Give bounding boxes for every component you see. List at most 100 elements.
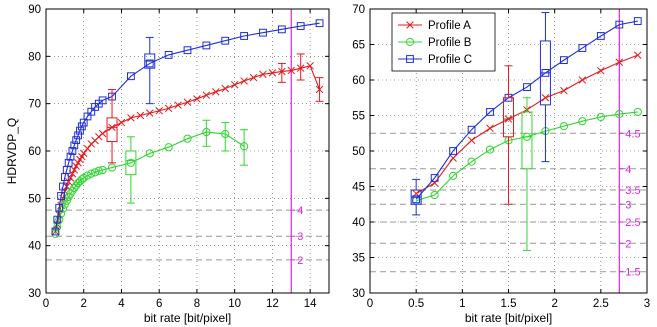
data-point [406,21,414,29]
data-point [277,25,286,34]
series-line [54,22,320,232]
data-point [449,154,457,162]
y-tick-label: 55 [352,111,365,123]
x-tick-label: 1.5 [501,298,517,310]
data-point [559,122,569,131]
data-point [164,104,173,113]
x-tick-label: 4 [118,298,125,310]
y-tick-label: 60 [28,146,41,158]
data-point [633,107,642,117]
data-point [51,227,60,236]
data-point [136,111,145,120]
legend-label: Profile A [428,20,471,32]
x-tick-label: 0.5 [408,298,424,310]
y-tick-label: 60 [352,75,365,87]
x-tick-label: 2 [81,298,87,310]
data-point [90,168,100,177]
data-point [249,73,258,82]
y-tick-label: 70 [352,4,365,16]
data-point [578,76,587,84]
data-point [221,84,229,93]
data-point [62,196,71,205]
data-point [66,152,75,161]
y-tick-label: 40 [352,217,365,229]
data-point [98,129,107,138]
x-tick-label: 12 [266,298,279,310]
data-point [77,175,86,184]
data-point [94,166,103,175]
reference-tick-label: 4.5 [625,128,640,140]
data-point [315,19,324,28]
data-point [523,83,531,91]
data-point [287,66,296,75]
data-point [596,32,605,40]
data-point [578,117,587,126]
data-point [202,91,211,99]
data-point [221,36,230,45]
data-point [183,134,192,143]
y-axis-label: HDRVDP_Q [5,118,19,184]
reference-tick-label: 3 [625,199,631,211]
y-tick-label: 30 [28,288,41,300]
x-tick-label: 6 [156,298,162,310]
data-point [578,44,587,52]
data-point [541,93,550,102]
data-point [155,107,163,115]
data-point [412,195,421,204]
data-point [405,37,415,47]
data-point [127,114,135,122]
data-point [164,143,173,152]
data-point [76,126,84,135]
data-point [212,88,220,96]
data-point [83,144,92,153]
data-point [74,131,82,140]
data-point [633,17,642,25]
reference-tick-label: 2 [625,238,631,250]
data-point [259,28,267,37]
reference-tick-label: 3 [297,231,303,243]
data-point [72,136,81,145]
right-chart-panel: 1.5 2 2.5 3 3.5 4 4.5 0 0.5 1 1.5 2 2.5 3 30 35 40 45 50 55… [352,4,650,325]
data-point [486,108,494,116]
y-tick-label: 50 [28,193,41,205]
x-axis-label: bit rate [bit/pixel] [144,311,231,325]
data-point [145,149,154,158]
data-point [467,136,476,145]
data-point [597,67,605,75]
data-point [467,157,476,166]
x-tick-label: 0 [367,298,373,310]
data-point [107,163,117,172]
data-point [596,112,605,122]
legend: Profile A Profile B Profile C [391,12,496,72]
data-point [55,203,64,212]
data-point [430,190,439,200]
data-point [560,56,568,65]
box [125,150,137,176]
data-point [430,174,439,182]
legend-label: Profile C [428,54,472,66]
data-point [98,96,107,105]
y-tick-label: 65 [352,40,365,52]
data-point [70,166,79,174]
box [106,117,118,143]
data-point [53,215,62,224]
data-point [183,46,192,55]
data-point [59,182,67,191]
reference-tick-label: 2.5 [625,217,640,229]
y-tick-label: 45 [352,182,365,194]
y-tick-label: 35 [352,253,365,265]
data-point [79,149,88,158]
x-axis-label: bit rate [bit/pixel] [465,311,552,325]
data-point [268,69,277,77]
data-point [98,165,107,175]
plot-area [46,9,329,293]
data-point [174,101,182,109]
data-point [57,192,65,200]
data-point [64,158,73,167]
series-line [415,20,638,200]
data-point [83,171,92,180]
data-point [296,22,305,30]
data-point [449,171,458,180]
x-tick-label: 2 [551,298,557,310]
